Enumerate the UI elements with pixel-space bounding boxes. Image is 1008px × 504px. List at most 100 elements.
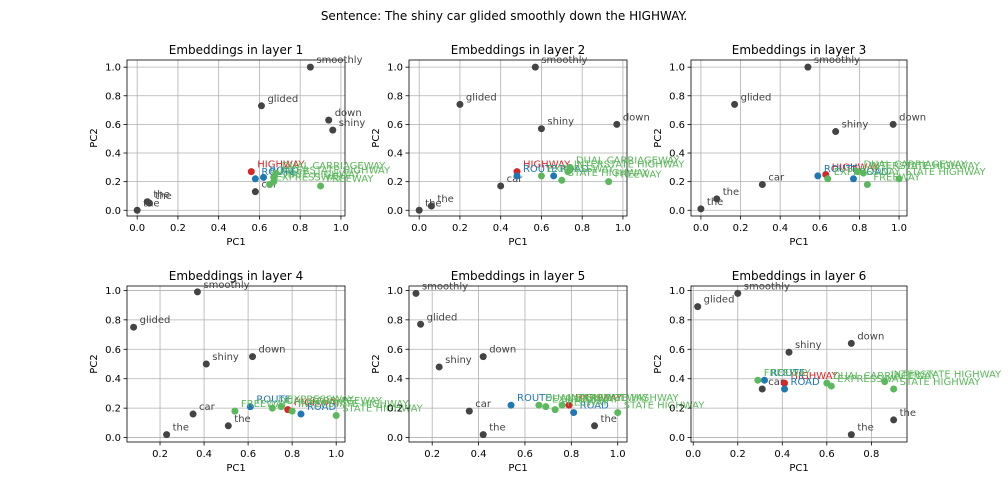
y-tick-label: 1.0: [387, 286, 403, 297]
x-tick-label: 0.4: [774, 449, 790, 460]
point-label: shiny: [212, 352, 239, 363]
data-point: [268, 404, 276, 412]
plot-frame: [126, 59, 346, 217]
point-label: the: [437, 194, 453, 205]
x-tick-label: 0.2: [452, 223, 468, 234]
data-point: [558, 176, 566, 184]
x-tick-label: 1.0: [615, 223, 631, 234]
y-tick-label: 0.8: [669, 91, 685, 102]
x-tick-label: 1.0: [328, 449, 344, 460]
data-point: [479, 431, 487, 439]
y-tick-label: 0.6: [387, 345, 403, 356]
data-point: [731, 100, 739, 108]
data-point: [859, 169, 867, 177]
y-tick-label: 0.2: [669, 177, 685, 188]
plot-frame: [690, 59, 908, 217]
x-axis-label: PC1: [226, 237, 245, 248]
y-tick-label: 0.2: [387, 404, 403, 415]
point-label: the: [601, 414, 617, 425]
point-label: FREEWAY: [327, 174, 375, 185]
data-point: [847, 339, 855, 347]
data-point: [824, 175, 832, 183]
point-label: DUAL CARRIAGEWAY: [576, 155, 680, 166]
subplot-6: 0.0 0.2 0.4 0.6 0.8 0.0 0.2 0.4 0.6 0.8 1.0 Embeddi…: [653, 269, 1002, 474]
x-tick-label: 0.2: [733, 223, 749, 234]
figure-title: Sentence: The shiny car glided smoothly …: [321, 9, 687, 23]
subplot-2: 0.0 0.2 0.4 0.6 0.8 1.0 0.0 0.2 0.4 0.6 0.8 1.0 Embe…: [371, 43, 685, 248]
data-point: [513, 172, 521, 180]
data-point: [202, 360, 210, 368]
plot-frame: [690, 285, 908, 443]
point-label: the: [723, 187, 739, 198]
point-label: STATE HIGHWAY: [280, 170, 361, 181]
data-point: [760, 376, 768, 384]
point-label: HIGHWAY: [832, 162, 880, 173]
point-label: glided: [140, 315, 171, 326]
data-point: [537, 172, 545, 180]
y-tick-label: 0.4: [669, 149, 685, 160]
x-tick-label: 0.6: [240, 449, 256, 460]
x-tick-label: 1.0: [891, 223, 907, 234]
data-point: [260, 173, 268, 181]
point-label: car: [475, 399, 492, 410]
data-point: [427, 202, 435, 210]
point-label: STATE HIGHWAY: [905, 167, 986, 178]
data-point: [247, 168, 255, 176]
point-label: ROAD: [859, 167, 888, 178]
point-label: the: [707, 197, 723, 208]
y-tick-label: 0.4: [669, 374, 685, 385]
data-point: [694, 303, 702, 311]
x-tick-label: 0.0: [693, 223, 709, 234]
data-point: [889, 120, 897, 128]
point-label: DUAL CARRIAGEWAY: [545, 393, 649, 404]
y-tick-label: 0.2: [105, 404, 121, 415]
data-point: [734, 289, 742, 297]
y-tick-label: 1.0: [105, 63, 121, 74]
x-tick-label: 0.6: [533, 223, 549, 234]
y-tick-label: 0.2: [105, 177, 121, 188]
data-point: [535, 401, 543, 409]
x-tick-label: 0.4: [471, 449, 487, 460]
point-label: INTERSTATE HIGHWAY: [298, 399, 409, 410]
x-axis-label: PC1: [508, 463, 527, 474]
x-tick-label: 0.0: [411, 223, 427, 234]
point-label: STATE HIGHWAY: [900, 377, 981, 388]
data-point: [614, 409, 622, 417]
point-label: the: [173, 423, 189, 434]
point-label: HIGHWAY: [791, 371, 839, 382]
y-axis-label: PC2: [371, 354, 382, 373]
data-point: [781, 385, 789, 393]
point-label: DUAL CARRIAGEWAY: [833, 371, 937, 382]
point-label: shiny: [445, 355, 472, 366]
data-point: [613, 120, 621, 128]
data-point: [435, 363, 443, 371]
x-tick-label: 0.2: [170, 223, 186, 234]
y-tick-label: 0.8: [387, 91, 403, 102]
point-label: the: [857, 423, 873, 434]
x-tick-label: 0.0: [129, 223, 145, 234]
point-label: glided: [741, 92, 772, 103]
data-point: [325, 116, 333, 124]
point-label: down: [899, 112, 926, 123]
x-axis-label: PC1: [789, 463, 808, 474]
point-label: down: [623, 112, 650, 123]
point-label: down: [259, 345, 286, 356]
data-point: [332, 412, 340, 420]
point-label: HIGHWAY: [294, 398, 342, 409]
point-label: car: [768, 377, 785, 388]
point-label: ROUTE: [517, 393, 552, 404]
y-axis-label: PC2: [653, 354, 664, 373]
point-label: smoothly: [744, 281, 790, 292]
data-point: [537, 125, 545, 133]
x-tick-label: 0.8: [851, 223, 867, 234]
data-point: [565, 401, 573, 409]
x-tick-label: 0.6: [819, 449, 835, 460]
point-label: down: [335, 108, 362, 119]
subplot-title: Embeddings in layer 4: [169, 269, 303, 283]
point-label: STATE HIGHWAY: [624, 401, 705, 412]
point-label: ROAD: [560, 164, 589, 175]
y-tick-label: 0.8: [387, 315, 403, 326]
data-point: [758, 385, 766, 393]
x-tick-label: 0.8: [563, 449, 579, 460]
